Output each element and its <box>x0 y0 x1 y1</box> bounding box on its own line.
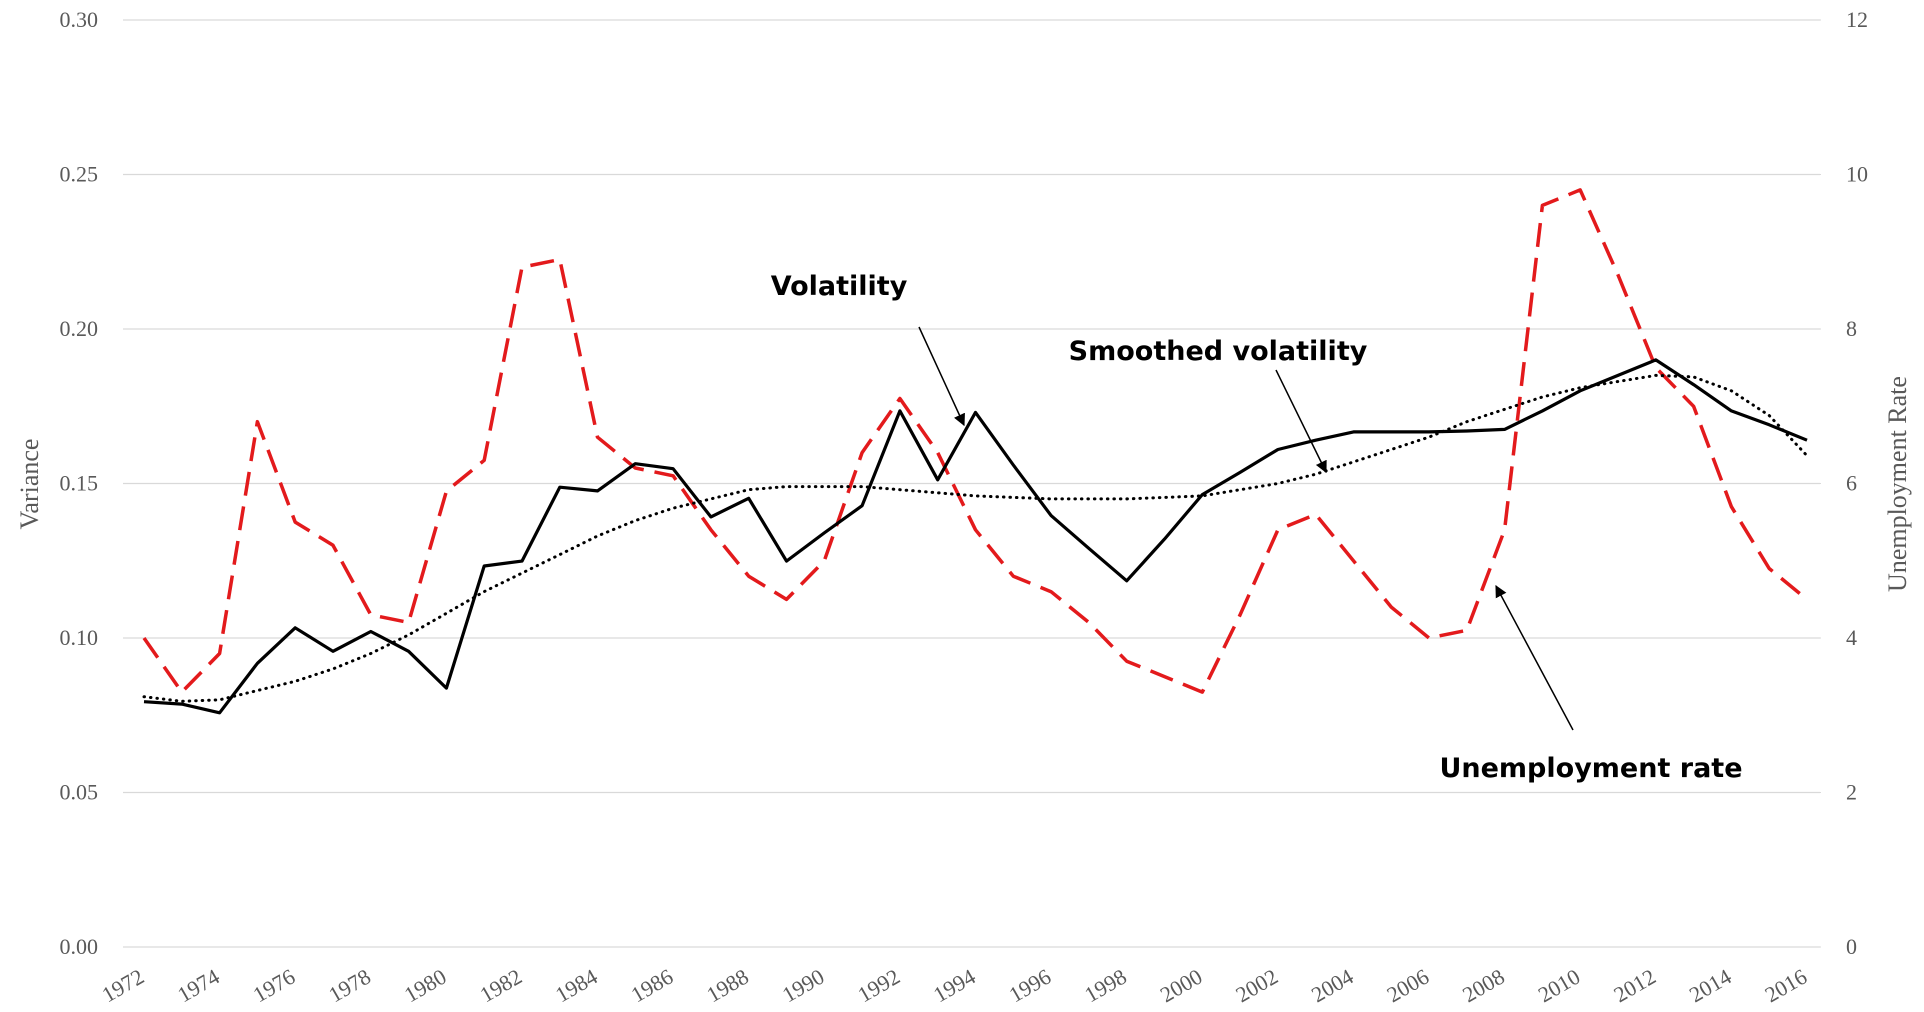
y-tick-label: 0.30 <box>60 7 99 32</box>
y-tick-label: 0.10 <box>60 625 99 650</box>
line-series <box>142 373 1809 703</box>
x-tick-label: 1978 <box>324 964 375 1008</box>
y-tick-label: 0.15 <box>60 471 99 496</box>
x-tick-label: 2016 <box>1761 964 1812 1008</box>
x-tick-label: 1984 <box>551 964 602 1008</box>
y2-axis-title: Unemployment Rate <box>1883 376 1912 592</box>
x-tick-label: 2014 <box>1685 964 1736 1008</box>
x-tick-label: 2010 <box>1534 964 1585 1008</box>
y2-tick-label: 0 <box>1846 934 1857 959</box>
y2-tick-label: 4 <box>1846 625 1857 650</box>
y-tick-label: 0.05 <box>60 780 99 805</box>
y-tick-label: 0.25 <box>60 162 99 187</box>
y2-tick-label: 12 <box>1846 7 1868 32</box>
x-tick-label: 2000 <box>1156 964 1207 1008</box>
x-tick-label: 2004 <box>1307 964 1358 1008</box>
y2-tick-label: 10 <box>1846 162 1868 187</box>
x-tick-label: 1998 <box>1080 964 1131 1008</box>
annotation-arrow <box>1275 369 1327 474</box>
x-tick-label: 1994 <box>929 964 980 1008</box>
y2-tick-label: 8 <box>1846 316 1857 341</box>
y-axis-title: Variance <box>15 439 44 530</box>
y2-tick-label: 2 <box>1846 780 1857 805</box>
x-tick-label: 1988 <box>702 964 753 1008</box>
line-series <box>142 188 1809 694</box>
annotation: Unemployment rate <box>1439 753 1742 784</box>
x-tick-label: 2008 <box>1458 964 1509 1008</box>
x-tick-label: 1986 <box>627 964 678 1008</box>
y-tick-label: 0.00 <box>60 934 99 959</box>
annotation: Smoothed volatility <box>1069 336 1368 367</box>
y2-tick-label: 6 <box>1846 471 1857 496</box>
x-tick-label: 2002 <box>1231 964 1282 1008</box>
x-tick-label: 1976 <box>249 964 300 1008</box>
x-tick-label: 1996 <box>1005 964 1056 1008</box>
x-tick-label: 1972 <box>98 964 149 1008</box>
x-tick-label: 1980 <box>400 964 451 1008</box>
x-tick-label: 1992 <box>853 964 904 1008</box>
line-series <box>143 358 1808 715</box>
x-tick-label: 1982 <box>475 964 526 1008</box>
x-tick-label: 2006 <box>1383 964 1434 1008</box>
x-tick-label: 1974 <box>173 964 224 1008</box>
x-tick-label: 1990 <box>778 964 829 1008</box>
annotation-arrow <box>1495 584 1574 731</box>
annotation-arrow <box>918 326 965 427</box>
x-tick-label: 2012 <box>1609 964 1660 1008</box>
annotation: Volatility <box>771 271 908 302</box>
y-tick-label: 0.20 <box>60 316 99 341</box>
